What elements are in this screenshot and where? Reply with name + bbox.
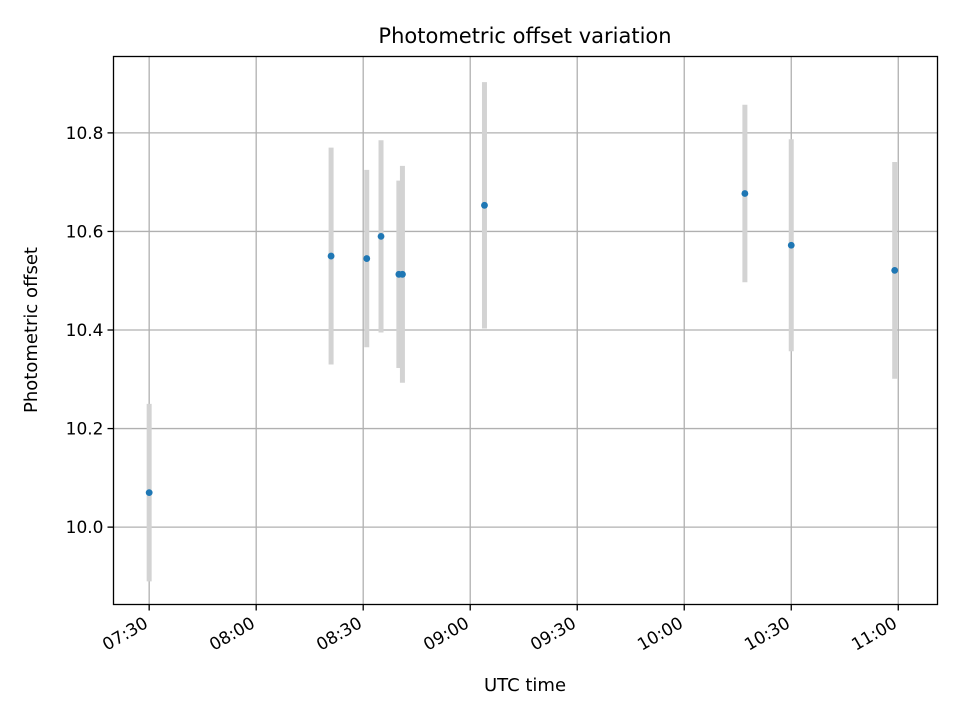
data-point bbox=[891, 266, 899, 274]
error-bars bbox=[146, 82, 898, 582]
x-tick-label: 11:00 bbox=[848, 614, 900, 656]
chart-title: Photometric offset variation bbox=[378, 24, 671, 48]
y-tick-label: 10.0 bbox=[66, 518, 104, 538]
data-points bbox=[145, 190, 899, 497]
x-axis-label: UTC time bbox=[484, 675, 566, 696]
y-tick-label: 10.4 bbox=[66, 321, 104, 341]
x-tick-label: 09:30 bbox=[527, 614, 579, 656]
data-point bbox=[363, 255, 371, 262]
x-tick-label: 09:00 bbox=[420, 614, 472, 656]
grid-lines bbox=[113, 56, 938, 605]
y-axis-label: Photometric offset bbox=[21, 247, 42, 413]
data-point bbox=[787, 241, 795, 249]
x-axis-ticks: 07:30 08:00 08:30 09:00 09:30 10:00 10:30 11:00 bbox=[99, 604, 901, 656]
y-tick-label: 10.8 bbox=[66, 124, 104, 144]
x-tick-label: 10:30 bbox=[741, 614, 793, 656]
x-tick-label: 07:30 bbox=[99, 614, 151, 656]
data-point bbox=[741, 190, 749, 197]
data-point bbox=[327, 252, 335, 260]
y-tick-label: 10.6 bbox=[66, 222, 104, 242]
x-tick-label: 08:00 bbox=[206, 614, 258, 656]
data-point bbox=[481, 201, 488, 209]
data-point bbox=[377, 232, 385, 240]
data-point bbox=[145, 489, 153, 497]
x-tick-label: 08:30 bbox=[313, 614, 365, 656]
x-tick-label: 10:00 bbox=[634, 614, 686, 656]
y-axis-ticks: 10.0 10.2 10.4 10.6 10.8 bbox=[66, 124, 114, 538]
data-point bbox=[399, 270, 406, 278]
y-tick-label: 10.2 bbox=[66, 420, 104, 440]
